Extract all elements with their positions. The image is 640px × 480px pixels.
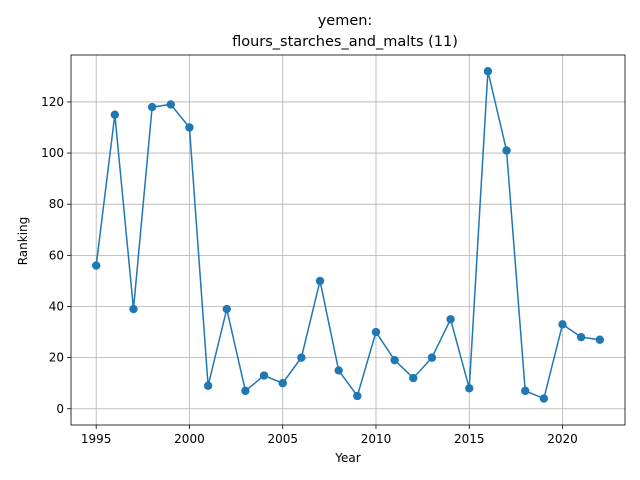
y-tick-label: 0 xyxy=(56,402,64,416)
axis-ticks: 1995 2000 2005 2010 2015 2020 0 20 40 60 80 100 120 xyxy=(41,95,578,446)
plot-area-frame xyxy=(70,54,626,426)
data-point xyxy=(539,394,549,403)
grid-lines xyxy=(71,55,625,425)
chart-title-line1: yemen: xyxy=(318,13,373,29)
x-tick-label: 2005 xyxy=(267,432,298,446)
y-tick-label: 120 xyxy=(41,95,64,109)
data-point xyxy=(166,100,175,109)
x-tick-label: 2020 xyxy=(547,432,578,446)
y-tick-label: 20 xyxy=(49,351,64,365)
data-point xyxy=(502,146,511,155)
data-point xyxy=(203,381,213,390)
data-point xyxy=(390,355,399,365)
x-tick-label: 2000 xyxy=(174,432,205,446)
x-tick-label: 2015 xyxy=(454,432,485,446)
data-point xyxy=(409,373,418,383)
data-point xyxy=(129,304,138,314)
chart-title-line2: flours_starches_and_malts (11) xyxy=(232,34,458,50)
data-point xyxy=(483,67,493,76)
data-point xyxy=(297,353,306,362)
x-tick-label: 2010 xyxy=(361,432,392,446)
data-point xyxy=(259,371,269,380)
y-tick-label: 80 xyxy=(49,197,64,211)
data-point xyxy=(315,276,325,286)
series-ranking xyxy=(91,67,605,403)
y-tick-label: 40 xyxy=(49,299,64,313)
data-point xyxy=(558,320,567,329)
data-point xyxy=(371,327,381,337)
y-tick-label: 60 xyxy=(49,248,64,262)
series-line xyxy=(95,71,600,400)
y-tick-label: 100 xyxy=(41,146,64,160)
data-point xyxy=(427,353,437,362)
data-point xyxy=(595,335,605,344)
data-point xyxy=(222,304,231,314)
data-point xyxy=(353,391,362,401)
data-point xyxy=(147,102,157,112)
data-point xyxy=(91,261,101,270)
data-point xyxy=(465,384,474,393)
data-point xyxy=(446,315,455,324)
x-tick-label: 1995 xyxy=(81,432,112,446)
data-point xyxy=(110,110,120,119)
data-point xyxy=(241,386,250,396)
data-point xyxy=(334,366,343,375)
data-point xyxy=(278,378,287,388)
data-point xyxy=(576,332,586,342)
x-axis-label: Year xyxy=(334,451,360,465)
data-point xyxy=(185,123,194,132)
data-point xyxy=(521,386,530,396)
y-axis-label: Ranking xyxy=(16,217,30,266)
